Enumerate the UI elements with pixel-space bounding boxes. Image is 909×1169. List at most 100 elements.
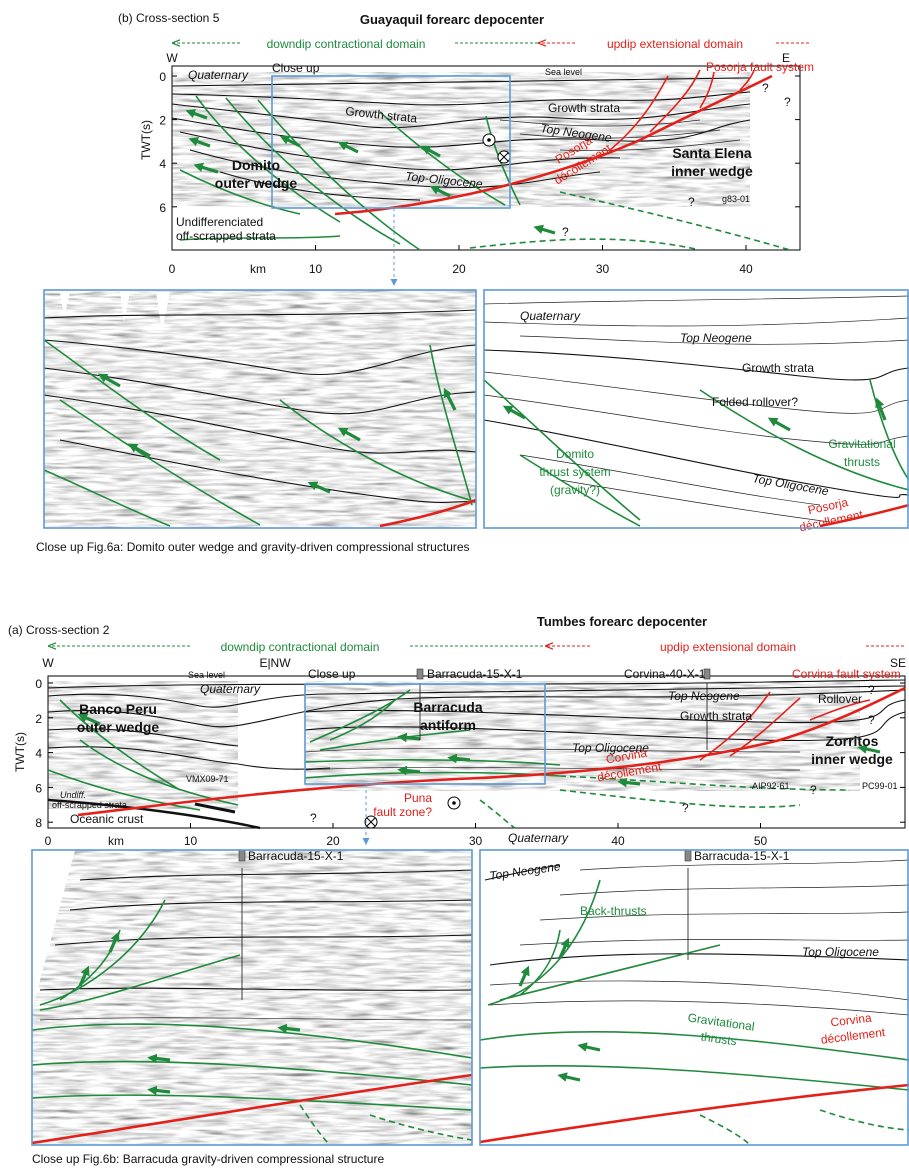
direction: W — [166, 51, 178, 65]
unit-label: Undiff. — [60, 790, 86, 800]
x-tick-label: 0 — [169, 262, 176, 276]
section-a: (a) Cross-section 2 Tumbes forearc depoc… — [8, 614, 906, 848]
x-tick-label: 10 — [309, 262, 323, 276]
question-mark: ? — [868, 713, 875, 727]
wedge-label: inner wedge — [811, 751, 893, 767]
wedge-label: Zorritos — [826, 733, 879, 749]
x-axis-unit: km — [108, 834, 124, 848]
question-mark: ? — [688, 195, 695, 209]
y-tick-label: 6 — [35, 781, 42, 795]
question-mark: ? — [682, 801, 689, 815]
horizon-label: Top Neogene — [668, 689, 740, 703]
caption: Close up Fig.6a: Domito outer wedge and … — [36, 540, 470, 554]
x-axis-unit: km — [250, 262, 266, 276]
wedge-label: inner wedge — [671, 163, 753, 179]
x-tick-label: 40 — [739, 262, 753, 276]
structure-label: thrust system — [539, 465, 610, 479]
y-tick-label: 4 — [35, 747, 42, 761]
y-tick-label: 2 — [159, 114, 166, 128]
out-of-plane-symbol — [452, 801, 456, 805]
well-icon — [417, 669, 423, 679]
caption: Close up Fig.6b: Barracuda gravity-drive… — [32, 1152, 384, 1166]
sea-level-label: Sea level — [545, 67, 582, 77]
unit-label: Quaternary — [200, 682, 261, 696]
line-id: AIP92-61 — [752, 781, 790, 791]
seismic-image — [305, 681, 860, 791]
well-icon — [685, 850, 691, 861]
well-label: Barracuda-15-X-1 — [427, 667, 523, 681]
seismic-image — [44, 290, 476, 528]
well-label: Barracuda-15-X-1 — [248, 849, 344, 863]
structure-label: thrusts — [844, 455, 880, 469]
unit-label: Growth strata — [742, 361, 814, 375]
structure-label: Gravitational — [828, 437, 895, 451]
line-id: PC99-01 — [862, 781, 898, 791]
out-of-plane-symbol — [487, 138, 491, 142]
y-tick-label: 0 — [159, 70, 166, 84]
question-mark: ? — [562, 225, 569, 239]
fault-zone-label: Puna — [404, 791, 432, 805]
unit-label: Undifferenciated — [176, 215, 263, 229]
wedge-label: Domito — [232, 157, 280, 173]
fault-system-label: Corvina fault system — [792, 667, 901, 681]
y-tick-label: 2 — [35, 712, 42, 726]
line-id: VMX09-71 — [186, 774, 229, 784]
fault-system-label: Posorja fault system — [706, 60, 814, 74]
structure-label: antiform — [420, 717, 476, 733]
x-tick-label: 20 — [326, 834, 340, 848]
structure-label: Back-thrusts — [580, 904, 647, 918]
direction: E|NW — [259, 656, 291, 670]
closeup-b: Quaternary Top Neogene Growth strata Fol… — [36, 290, 909, 554]
unit-label: Rollover — [818, 692, 862, 706]
question-mark: ? — [784, 95, 791, 109]
unit-label: Quaternary — [188, 68, 249, 82]
interpretation-panel — [480, 850, 909, 1145]
y-tick-label: 0 — [35, 677, 42, 691]
y-axis-label: TWT(s) — [13, 732, 27, 772]
section-title: (a) Cross-section 2 — [8, 623, 110, 637]
unit-label: off-scrapped strata — [52, 800, 127, 810]
horizon-label: Top Neogene — [680, 331, 752, 345]
wedge-label: Santa Elena — [672, 145, 752, 161]
fault-zone-label: fault zone? — [373, 805, 432, 819]
x-tick-label: 0 — [45, 834, 52, 848]
unit-label: Folded rollover? — [712, 395, 798, 409]
line-id: g83-01 — [722, 194, 750, 204]
close-up-label: Close up — [308, 667, 356, 681]
domain-label: downdip contractional domain — [267, 37, 426, 51]
horizon-label: Top Oligocene — [802, 945, 879, 959]
domain-label: updip extensional domain — [660, 640, 796, 654]
well-icon — [239, 850, 245, 861]
wedge-label: outer wedge — [215, 175, 298, 191]
sea-level-label: Sea level — [188, 670, 225, 680]
unit-label: Growth strata — [548, 101, 620, 115]
x-tick-label: 30 — [469, 834, 483, 848]
direction: W — [42, 656, 54, 670]
question-mark: ? — [810, 783, 817, 797]
x-tick-label: 30 — [596, 262, 610, 276]
unit-label: Growth strata — [680, 709, 752, 723]
x-tick-label: 50 — [754, 834, 768, 848]
x-tick-label: 40 — [611, 834, 625, 848]
wedge-label: outer wedge — [77, 719, 160, 735]
unit-label: Quaternary — [508, 831, 569, 845]
structure-label: Domito — [556, 447, 594, 461]
unit-label: Quaternary — [520, 309, 581, 323]
x-tick-label: 20 — [452, 262, 466, 276]
x-tick-label: 10 — [184, 834, 198, 848]
question-mark: ? — [762, 81, 769, 95]
domain-label: downdip contractional domain — [221, 640, 380, 654]
section-b: (b) Cross-section 5 Guayaquil forearc de… — [118, 11, 814, 286]
depocenter: Tumbes forearc depocenter — [537, 614, 707, 629]
closeup-a: Barracuda-15-X-1 Top Neogene Back-thrust… — [32, 831, 909, 1166]
y-tick-label: 8 — [35, 816, 42, 830]
structure-label: Barracuda — [413, 699, 482, 715]
depocenter: Guayaquil forearc depocenter — [360, 12, 544, 27]
well-label: Barracuda-15-X-1 — [694, 849, 790, 863]
well-label: Corvina-40-X-1 — [624, 667, 706, 681]
structure-label: (gravity?) — [550, 483, 600, 497]
y-tick-label: 6 — [159, 201, 166, 215]
unit-label: Oceanic crust — [70, 812, 144, 826]
close-up-label: Close up — [272, 61, 320, 75]
question-mark: ? — [310, 811, 317, 825]
